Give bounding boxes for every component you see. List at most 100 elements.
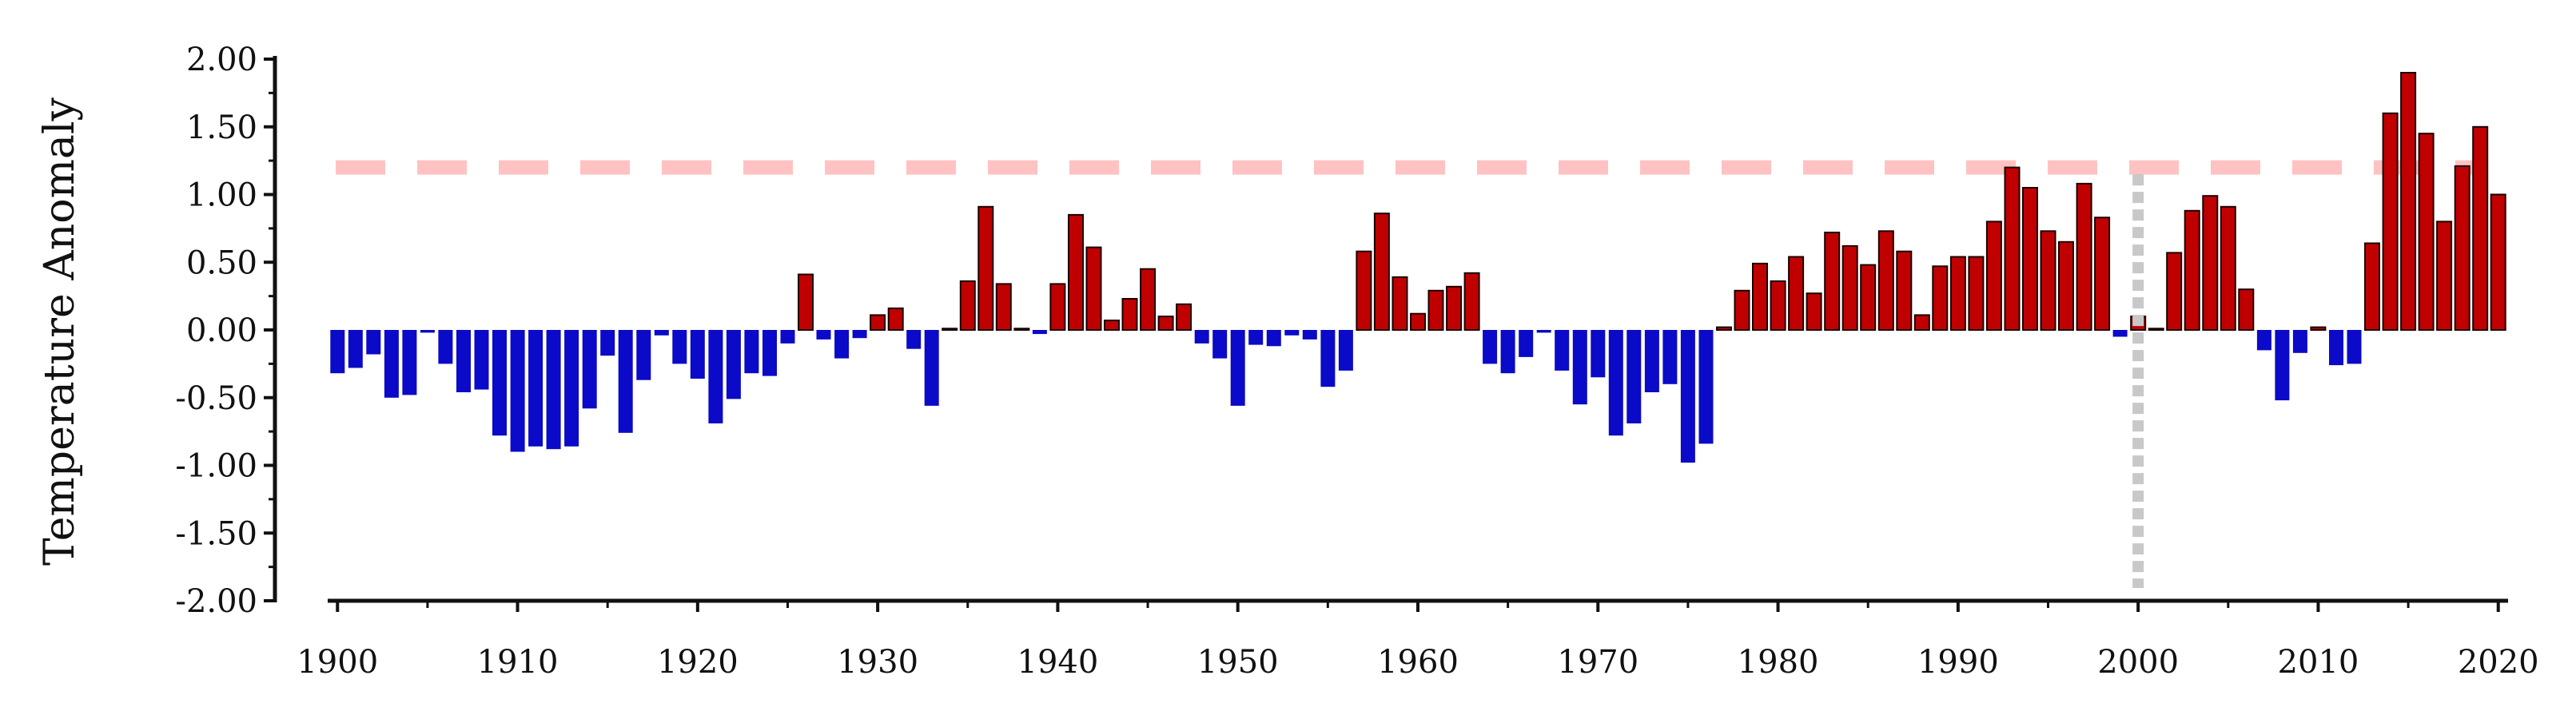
bar-2020 (2490, 193, 2506, 331)
bar-1956 (1338, 330, 1353, 371)
bar-2019 (2472, 125, 2489, 332)
x-tick-label: 1950 (1197, 644, 1279, 681)
bar-1904 (402, 330, 417, 395)
bar-2002 (2166, 252, 2183, 331)
bar-1980 (1770, 280, 1786, 331)
x-tick-label: 2010 (2278, 644, 2359, 681)
bar-1959 (1392, 276, 1408, 331)
y-tick-label: 1.50 (186, 109, 257, 146)
bar-1907 (456, 330, 471, 392)
bar-1932 (906, 330, 922, 349)
bar-1921 (708, 330, 723, 423)
bar-1958 (1373, 213, 1390, 332)
bar-1916 (618, 330, 633, 433)
bar-2015 (2400, 72, 2417, 331)
bar-1903 (384, 330, 399, 398)
bar-1978 (1734, 289, 1750, 331)
y-tick-label: -1.00 (175, 448, 257, 485)
y-tick-label: -2.00 (175, 583, 257, 620)
bar-2003 (2184, 209, 2200, 331)
bar-1998 (2094, 216, 2111, 331)
bar-1944 (1121, 298, 1138, 331)
x-tick-label: 2020 (2458, 644, 2539, 681)
x-tick-label: 1900 (297, 644, 378, 681)
bar-1955 (1320, 330, 1336, 387)
bar-1993 (2004, 166, 2021, 331)
bar-1983 (1824, 232, 1841, 331)
bar-2011 (2329, 330, 2343, 366)
y-tick-label: 0.50 (186, 244, 257, 281)
bar-2001 (2148, 328, 2164, 331)
x-tick-label: 1930 (837, 644, 918, 681)
bar-1933 (924, 330, 939, 406)
bar-1971 (1608, 330, 1623, 436)
bar-2017 (2436, 220, 2453, 331)
bar-1901 (348, 330, 363, 368)
bar-1991 (1968, 256, 1985, 331)
bar-1917 (636, 330, 651, 380)
bar-1985 (1860, 264, 1877, 332)
bar-1946 (1157, 316, 1174, 332)
bar-1961 (1427, 289, 1444, 331)
x-tick-label: 1980 (1738, 644, 1819, 681)
bar-1906 (438, 330, 453, 364)
bar-1989 (1932, 265, 1949, 331)
bar-1981 (1788, 256, 1805, 331)
bar-1927 (816, 330, 831, 340)
bar-1992 (1985, 220, 2002, 331)
bar-1910 (510, 330, 525, 452)
bar-1982 (1806, 292, 1822, 332)
x-tick-label: 1920 (657, 644, 739, 681)
bar-1997 (2076, 182, 2092, 331)
bar-2013 (2364, 242, 2380, 331)
bar-2014 (2382, 112, 2399, 332)
bar-1935 (959, 280, 976, 331)
y-tick-label: 1.00 (186, 177, 257, 214)
bar-1950 (1230, 330, 1245, 406)
bar-2012 (2347, 330, 2362, 364)
bar-1975 (1680, 330, 1695, 463)
bar-1930 (870, 314, 886, 331)
bar-1965 (1500, 330, 1515, 374)
bar-1940 (1049, 283, 1066, 331)
y-tick-label: 2.00 (186, 42, 257, 78)
x-tick-label: 1970 (1557, 644, 1638, 681)
bar-1976 (1698, 330, 1714, 444)
x-tick-label: 1960 (1377, 644, 1459, 681)
bar-1974 (1662, 330, 1678, 384)
bar-1949 (1212, 330, 1228, 359)
bar-1924 (762, 330, 777, 376)
bar-2005 (2220, 205, 2236, 331)
bar-1968 (1555, 330, 1570, 371)
bar-1999 (2112, 330, 2128, 337)
bar-1953 (1284, 330, 1300, 336)
bar-1963 (1463, 272, 1480, 331)
bar-1977 (1716, 326, 1732, 332)
bar-2009 (2292, 330, 2307, 353)
y-axis-label: Temperature Anomaly (36, 97, 84, 565)
bar-1900 (330, 330, 345, 374)
y-tick-label: 0.00 (186, 312, 257, 349)
bar-1929 (852, 330, 867, 339)
bar-1920 (690, 330, 705, 379)
bar-1984 (1841, 244, 1858, 331)
bar-1913 (564, 330, 579, 447)
bar-1937 (995, 283, 1012, 331)
bar-1923 (744, 330, 759, 374)
bar-1942 (1085, 246, 1102, 332)
x-tick-label: 1940 (1017, 644, 1099, 681)
bar-2007 (2256, 330, 2271, 351)
bar-1987 (1896, 250, 1913, 332)
bar-1966 (1519, 330, 1534, 357)
bar-1970 (1591, 330, 1606, 378)
bar-1952 (1266, 330, 1281, 347)
bar-1905 (420, 330, 435, 333)
bar-1964 (1483, 330, 1498, 364)
bar-2016 (2418, 133, 2435, 331)
bar-1915 (600, 330, 615, 356)
bar-1957 (1356, 250, 1372, 332)
bar-1902 (366, 330, 381, 355)
bar-1996 (2058, 240, 2074, 331)
bar-1986 (1877, 230, 1894, 331)
y-tick-label: -1.50 (175, 515, 257, 552)
